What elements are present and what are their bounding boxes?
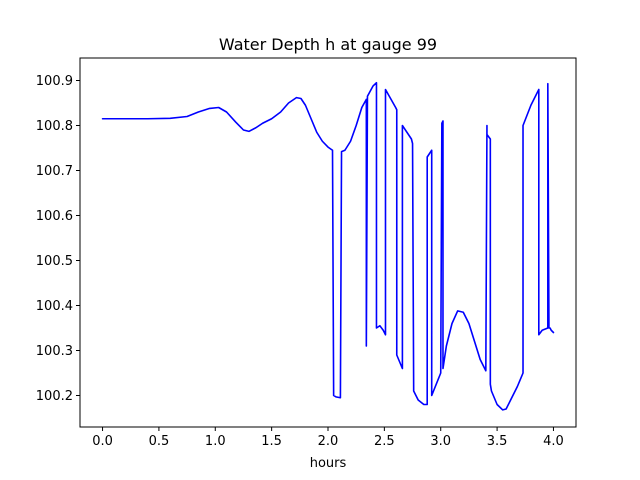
y-tick-label: 100.5 [36,254,73,269]
y-tick-label: 100.4 [36,299,73,314]
x-tick-label: 2.5 [374,434,395,449]
plot-frame [79,57,577,428]
x-tick-label: 0.5 [149,434,170,449]
y-tick-label: 100.3 [36,344,73,359]
x-tick-label: 2.0 [318,434,339,449]
y-tick-label: 100.9 [36,74,73,89]
chart-title: Water Depth h at gauge 99 [219,35,437,54]
y-tick-label: 100.7 [36,164,73,179]
x-tick-label: 4.0 [543,434,564,449]
x-tick-label: 1.0 [205,434,226,449]
y-axis-ticks: 100.2 100.3 100.4 100.5 100.6 100.7 100.8 100.9 [36,74,80,404]
series-line [101,81,555,411]
x-axis-label: hours [310,456,347,471]
y-tick-label: 100.6 [36,209,73,224]
x-axis-ticks: 0.0 0.5 1.0 1.5 2.0 2.5 3.0 3.5 4.0 [92,427,564,449]
x-tick-label: 0.0 [92,434,113,449]
plot-area [101,81,555,411]
x-tick-label: 3.5 [487,434,508,449]
y-tick-label: 100.8 [36,119,73,134]
x-tick-label: 1.5 [261,434,282,449]
x-tick-label: 3.0 [430,434,451,449]
y-tick-label: 100.2 [36,389,73,404]
